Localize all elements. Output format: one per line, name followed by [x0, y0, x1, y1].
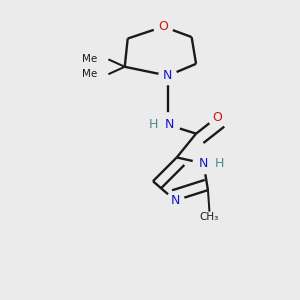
Circle shape — [193, 153, 214, 174]
Text: N: N — [163, 69, 172, 82]
Text: H: H — [214, 157, 224, 170]
Circle shape — [159, 67, 177, 85]
Circle shape — [166, 192, 184, 209]
Circle shape — [208, 108, 226, 126]
Text: O: O — [212, 111, 222, 124]
Text: H: H — [149, 118, 158, 131]
Circle shape — [156, 113, 180, 136]
Text: Me: Me — [82, 69, 97, 79]
Circle shape — [154, 17, 173, 36]
Text: N: N — [171, 194, 180, 207]
Text: CH₃: CH₃ — [200, 212, 219, 223]
Text: N: N — [199, 157, 208, 170]
Text: O: O — [158, 20, 168, 33]
Text: Me: Me — [82, 54, 97, 64]
Text: N: N — [165, 118, 174, 131]
